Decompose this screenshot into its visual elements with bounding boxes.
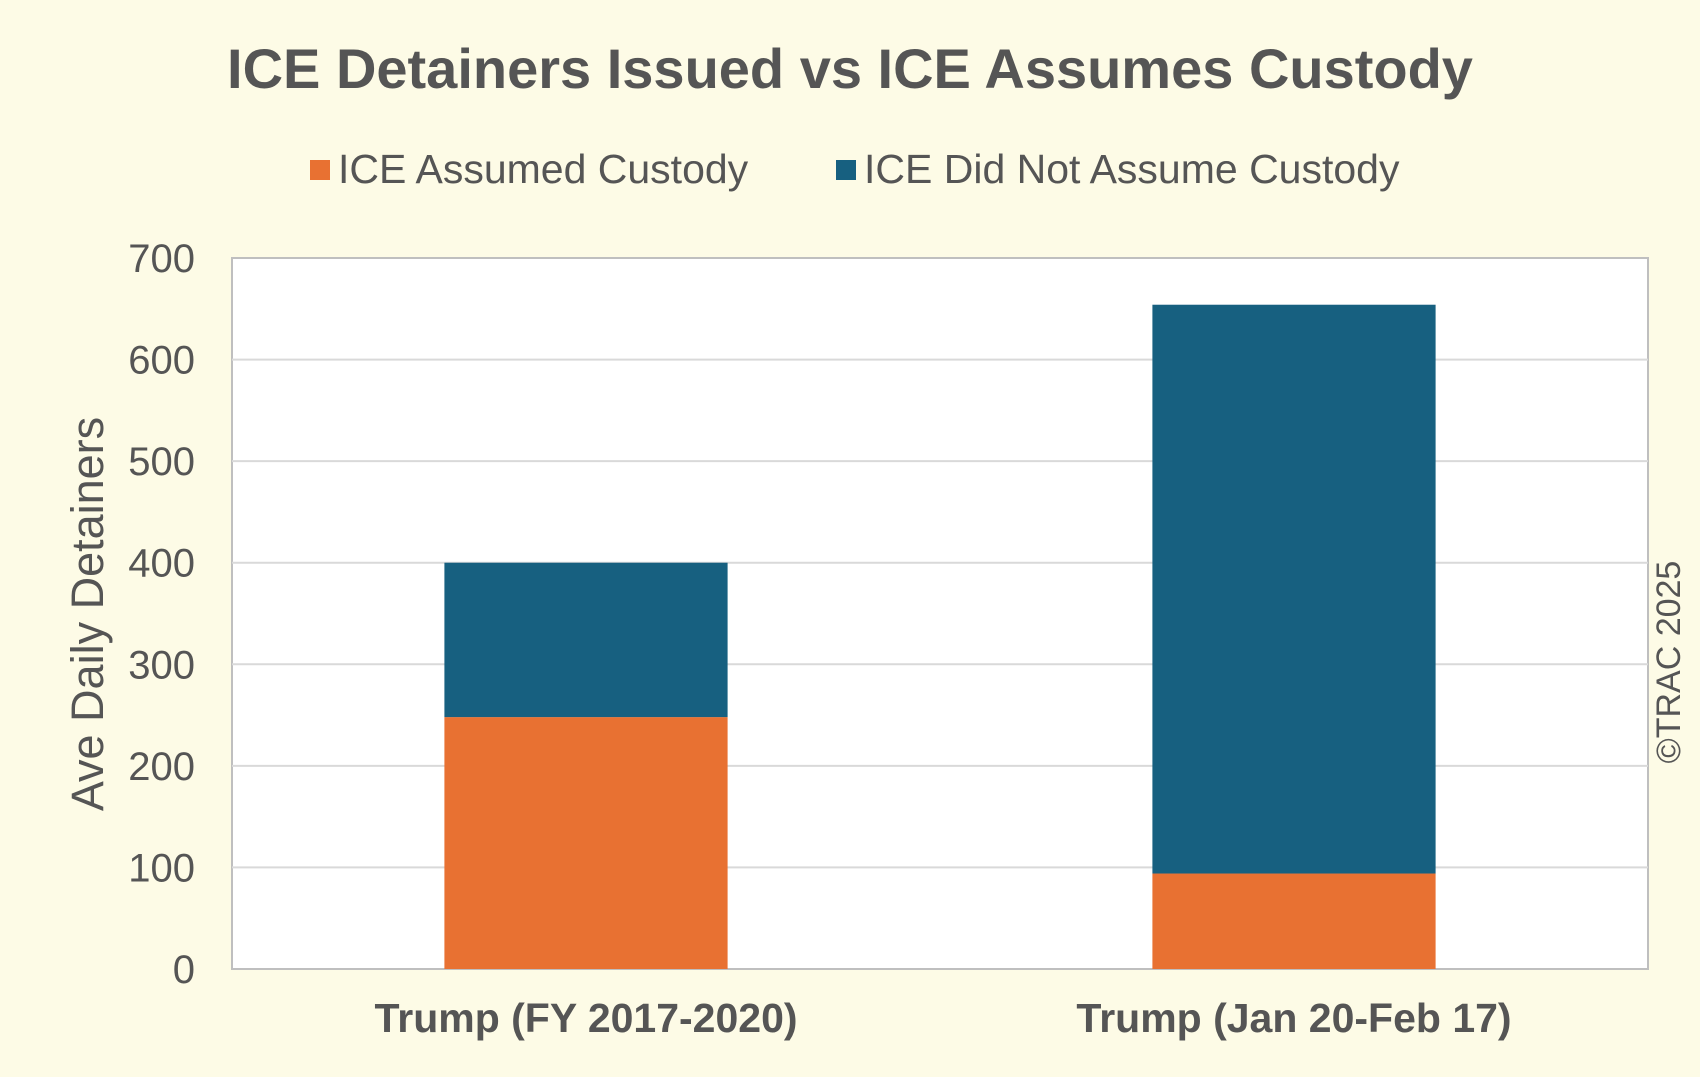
legend-swatch-assumed (310, 160, 330, 180)
bar-not-assumed-1 (1152, 304, 1436, 874)
y-tick-label-400: 400 (128, 542, 195, 586)
legend-label-not-assumed: ICE Did Not Assume Custody (864, 146, 1400, 192)
y-tick-label-200: 200 (128, 745, 195, 789)
y-axis-ticks: 0 100 200 300 400 500 600 700 (128, 237, 195, 992)
y-axis-title: Ave Daily Detainers (62, 417, 113, 811)
legend-item-not-assumed: ICE Did Not Assume Custody (836, 146, 1400, 192)
y-tick-label-100: 100 (128, 846, 195, 890)
bar-assumed-0 (444, 717, 728, 969)
y-tick-label-0: 0 (173, 948, 195, 992)
chart-title: ICE Detainers Issued vs ICE Assumes Cust… (227, 37, 1473, 100)
x-category-label-1: Trump (Jan 20-Feb 17) (1076, 995, 1511, 1041)
credit-text: ©TRAC 2025 (1650, 561, 1688, 764)
y-tick-label-700: 700 (128, 237, 195, 281)
y-tick-label-600: 600 (128, 339, 195, 383)
legend: ICE Assumed Custody ICE Did Not Assume C… (310, 146, 1400, 192)
y-tick-label-500: 500 (128, 440, 195, 484)
x-category-label-0: Trump (FY 2017-2020) (374, 995, 797, 1041)
legend-swatch-not-assumed (836, 160, 856, 180)
bar-assumed-1 (1152, 873, 1436, 969)
y-tick-label-300: 300 (128, 643, 195, 687)
legend-label-assumed: ICE Assumed Custody (338, 146, 749, 192)
x-axis-labels: Trump (FY 2017-2020) Trump (Jan 20-Feb 17… (374, 995, 1511, 1041)
bar-not-assumed-0 (444, 562, 728, 718)
legend-item-assumed: ICE Assumed Custody (310, 146, 749, 192)
bars (444, 304, 1436, 969)
